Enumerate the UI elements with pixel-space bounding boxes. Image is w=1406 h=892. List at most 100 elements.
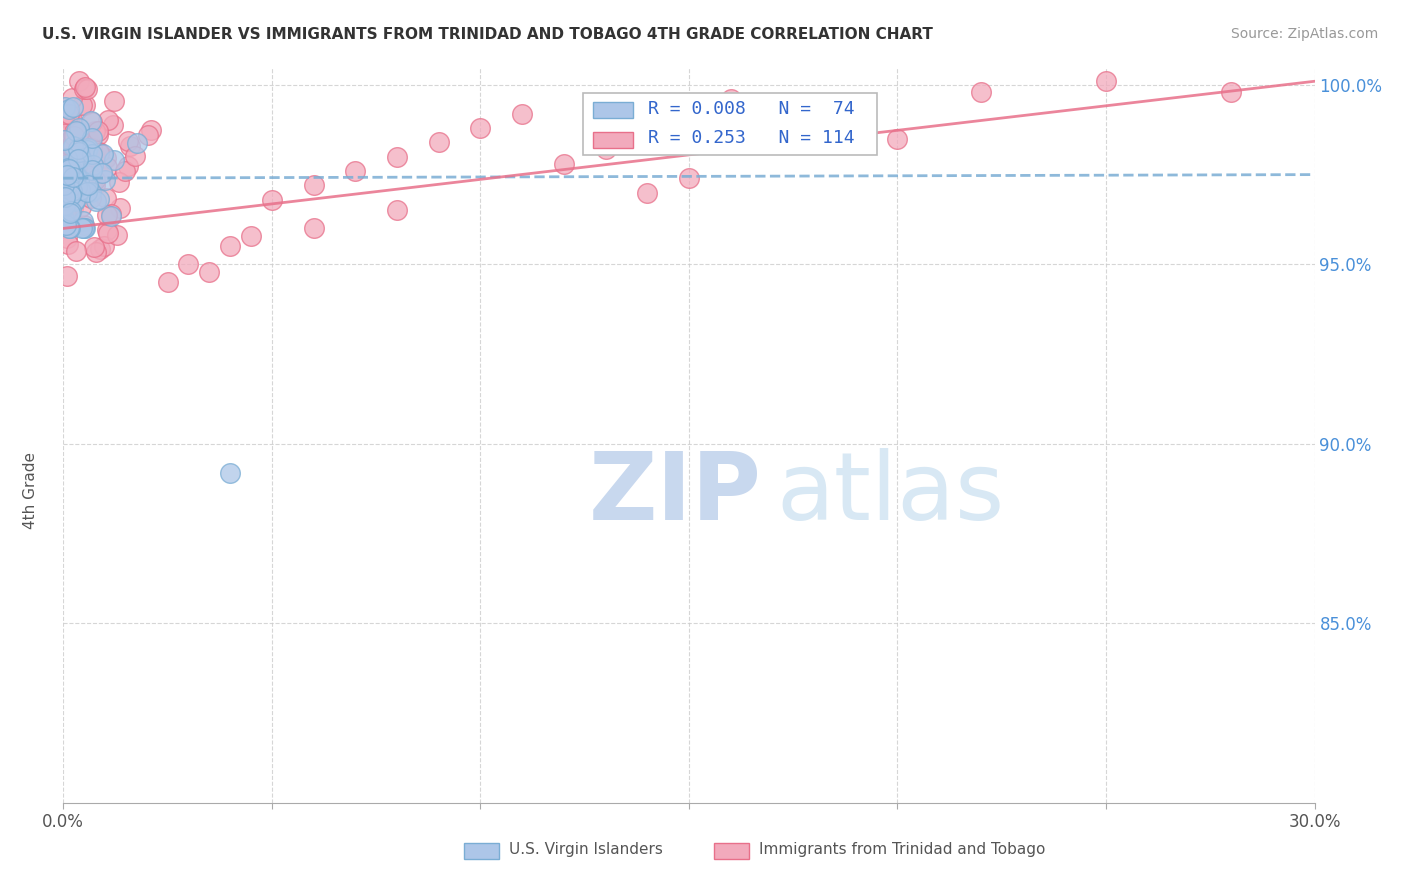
Point: [124, 149, 146, 163]
Point: [96, 160, 118, 174]
Point: [63, 161, 86, 176]
Point: [100, 209, 122, 223]
Point: [62, 129, 84, 144]
Point: [83, 240, 105, 254]
Point: [60, 165, 83, 179]
Point: [70, 221, 93, 235]
Point: [470, 120, 492, 135]
Point: [117, 159, 139, 173]
Point: [58, 162, 80, 177]
Point: [385, 203, 408, 218]
Point: [63, 125, 86, 139]
Point: [53, 221, 76, 235]
Point: [65, 179, 87, 194]
Point: [103, 94, 125, 108]
Point: [302, 178, 325, 193]
Point: [69, 125, 91, 139]
Point: [91, 166, 114, 180]
Point: [385, 150, 408, 164]
Point: [63, 148, 86, 162]
Point: [83, 178, 105, 192]
Text: Immigrants from Trinidad and Tobago: Immigrants from Trinidad and Tobago: [759, 842, 1046, 856]
Point: [55, 156, 77, 170]
Point: [76, 185, 98, 199]
Point: [53, 197, 76, 211]
Point: [125, 136, 148, 150]
Point: [82, 115, 104, 129]
Point: [67, 152, 90, 166]
Point: [96, 222, 118, 236]
FancyBboxPatch shape: [464, 843, 499, 860]
Point: [55, 181, 77, 195]
Point: [73, 221, 96, 235]
Point: [65, 194, 87, 208]
Point: [58, 107, 80, 121]
Text: ZIP: ZIP: [589, 448, 762, 540]
Point: [77, 167, 100, 181]
Point: [636, 186, 658, 200]
Point: [62, 113, 84, 128]
Point: [69, 151, 91, 165]
Point: [198, 264, 221, 278]
Point: [58, 102, 80, 116]
Point: [79, 191, 101, 205]
Point: [79, 165, 101, 179]
Point: [62, 135, 84, 149]
Point: [63, 153, 86, 168]
Point: [60, 140, 83, 154]
Point: [80, 163, 103, 178]
Point: [97, 226, 120, 240]
Point: [55, 207, 77, 221]
Point: [553, 157, 575, 171]
Point: [52, 178, 75, 192]
Point: [82, 131, 104, 145]
Point: [59, 162, 82, 177]
Point: [53, 155, 76, 169]
Point: [62, 164, 84, 178]
Text: U.S. Virgin Islanders: U.S. Virgin Islanders: [509, 842, 662, 856]
Point: [53, 120, 76, 135]
Point: [83, 173, 105, 187]
Point: [100, 207, 122, 221]
Point: [177, 257, 200, 271]
Point: [58, 205, 80, 219]
Point: [103, 153, 125, 168]
Point: [136, 128, 159, 143]
Point: [60, 187, 83, 202]
Point: [80, 176, 103, 190]
Point: [55, 162, 77, 177]
Text: R = 0.253   N = 114: R = 0.253 N = 114: [648, 129, 855, 147]
Point: [55, 160, 77, 174]
Point: [72, 178, 94, 192]
FancyBboxPatch shape: [592, 132, 633, 148]
Point: [80, 141, 103, 155]
Point: [260, 193, 283, 207]
Point: [59, 180, 82, 194]
Point: [80, 146, 103, 161]
Point: [96, 209, 118, 223]
Point: [65, 244, 87, 258]
Point: [77, 132, 100, 146]
Point: [76, 183, 98, 197]
Point: [53, 167, 76, 181]
Point: [118, 139, 141, 153]
Point: [53, 175, 76, 189]
Point: [72, 145, 94, 160]
Point: [76, 81, 98, 95]
Point: [67, 145, 90, 159]
Point: [53, 107, 76, 121]
Point: [83, 150, 105, 164]
Point: [89, 243, 111, 257]
Point: [82, 170, 104, 185]
Point: [96, 191, 118, 205]
Text: R = 0.008   N =  74: R = 0.008 N = 74: [648, 100, 855, 118]
Point: [89, 193, 111, 207]
Point: [58, 168, 80, 182]
Point: [58, 111, 80, 125]
Point: [58, 178, 80, 192]
Point: [56, 230, 79, 244]
Point: [69, 181, 91, 195]
Point: [67, 74, 90, 88]
Point: [72, 127, 94, 141]
Point: [77, 141, 100, 155]
